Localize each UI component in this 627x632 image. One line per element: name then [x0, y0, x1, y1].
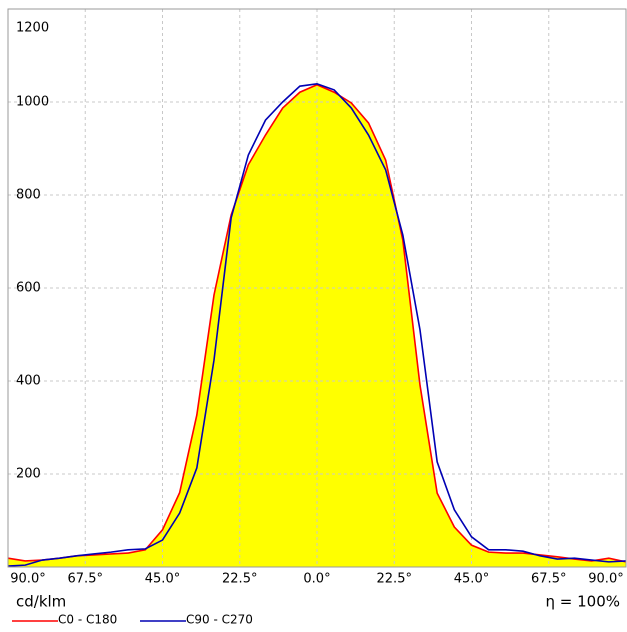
plot-border: [7, 8, 627, 568]
y-tick-label: 200: [16, 467, 41, 482]
x-tick-label: 90.0°: [588, 572, 623, 587]
x-tick-label: 45.0°: [145, 572, 180, 587]
series-line: [7, 83, 627, 567]
x-tick-label: 67.5°: [531, 572, 566, 587]
x-tick-label: 22.5°: [222, 572, 257, 587]
annotation: η = 100%: [546, 593, 621, 611]
series-line: [7, 83, 627, 563]
area: [8, 84, 626, 568]
y-tick-label: 800: [16, 188, 41, 203]
y-tick-label: 1000: [16, 95, 49, 110]
x-tick-label: 67.5°: [68, 572, 103, 587]
y-axis-label: cd/klm: [16, 593, 66, 611]
x-tick-label: 0.0°: [303, 572, 330, 587]
y-tick-label: 1200: [16, 21, 49, 36]
x-tick-label: 90.0°: [10, 572, 45, 587]
y-tick-label: 400: [16, 374, 41, 389]
legend-label: C0 - C180: [58, 613, 117, 627]
x-tick-label: 45.0°: [454, 572, 489, 587]
x-tick-label: 22.5°: [377, 572, 412, 587]
legend-label: C90 - C270: [186, 613, 253, 627]
y-tick-label: 600: [16, 281, 41, 296]
